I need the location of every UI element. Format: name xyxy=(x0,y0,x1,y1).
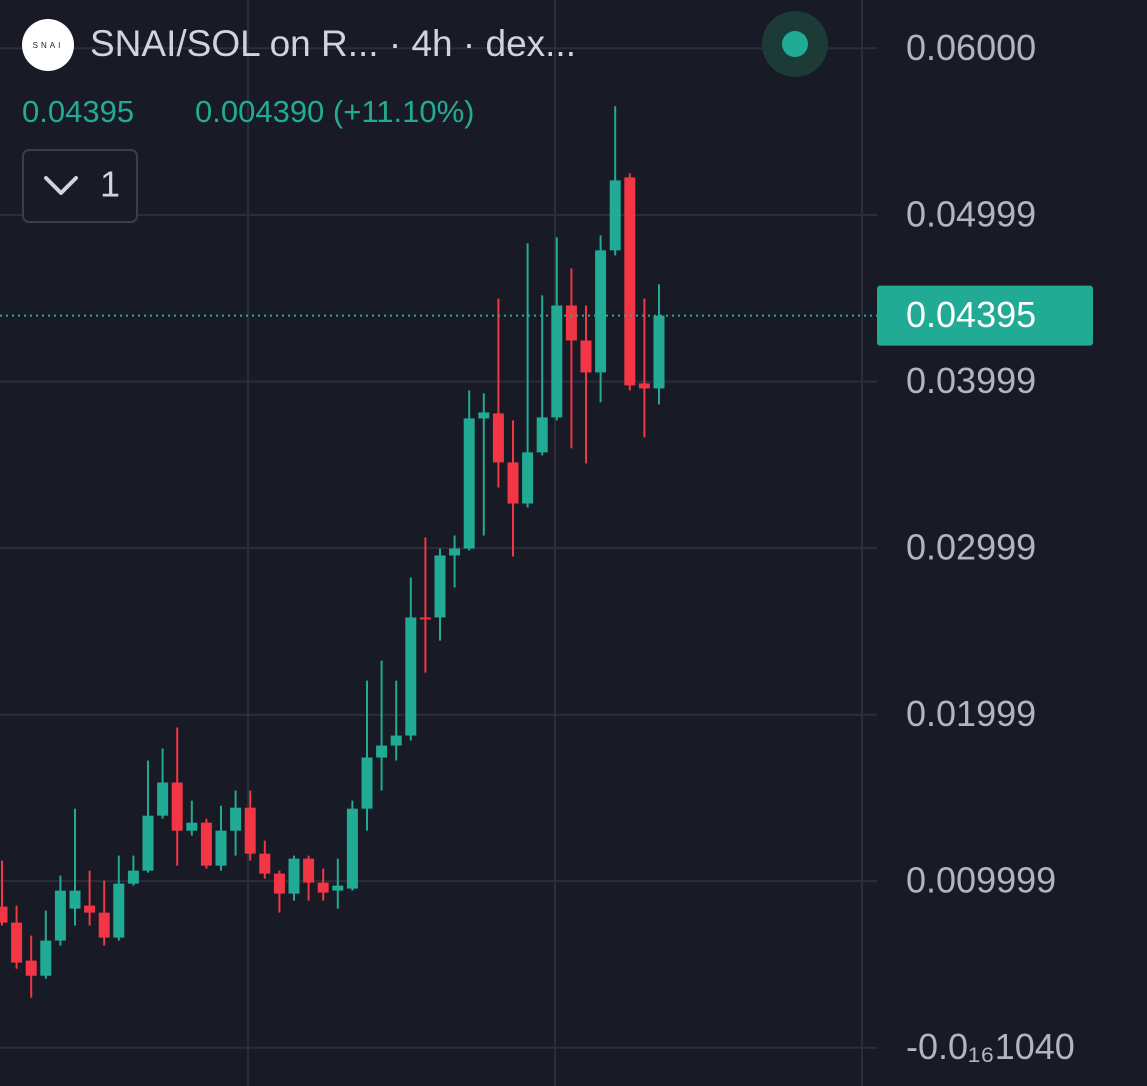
candle-body xyxy=(580,340,592,373)
candle-body xyxy=(624,177,636,386)
candle-body xyxy=(273,873,285,894)
logo xyxy=(22,19,74,71)
chevron-icon xyxy=(44,176,78,195)
candle-body xyxy=(565,305,577,341)
candle-body xyxy=(492,413,504,463)
candle-body xyxy=(157,782,169,816)
candle-body xyxy=(346,808,358,889)
candle-body xyxy=(638,383,650,389)
indicator-count: 1 xyxy=(100,164,120,205)
last-price: 0.04395 xyxy=(22,94,134,129)
candle-body xyxy=(84,905,96,913)
y-tick-label: 0.01999 xyxy=(906,693,1036,734)
candle-body xyxy=(536,417,548,453)
vertical-grid xyxy=(247,0,863,1086)
symbol-title: SNAI/SOL on R... · 4h · dex... xyxy=(90,23,576,64)
candle-body xyxy=(405,617,417,736)
candle-body xyxy=(25,960,37,976)
logo-text: SNAI xyxy=(33,41,64,50)
candle-body xyxy=(142,815,154,871)
current-price-tag xyxy=(877,285,1093,346)
current-price-label: 0.04395 xyxy=(906,294,1036,335)
candle-body xyxy=(69,890,81,909)
candle-body xyxy=(127,870,139,884)
candle-body xyxy=(317,882,329,893)
candle-body xyxy=(11,922,23,963)
y-tick-label: 0.06000 xyxy=(906,27,1036,68)
price-axis: 0.06000 0.04999 0.03999 0.02999 0.01999 0.009… xyxy=(906,27,1075,1067)
candle-body xyxy=(303,858,315,883)
candle-body xyxy=(522,452,534,504)
candle-body xyxy=(653,315,665,389)
candle-body xyxy=(288,858,300,894)
status-dot xyxy=(782,31,808,57)
candle-body xyxy=(595,250,607,373)
candle-body xyxy=(463,418,475,549)
candle-body xyxy=(54,890,66,941)
candle-body xyxy=(230,807,242,831)
candle-body xyxy=(434,555,446,618)
grid xyxy=(0,47,877,1049)
candle-body xyxy=(332,885,344,891)
candles xyxy=(0,106,665,998)
candle-body xyxy=(609,180,621,251)
candle-body xyxy=(478,412,490,419)
candle-body xyxy=(419,617,431,620)
y-tick-label: 0.009999 xyxy=(906,860,1056,901)
candle-body xyxy=(171,782,183,831)
indicator-button[interactable] xyxy=(22,149,138,223)
candle-body xyxy=(390,735,402,746)
candle-body xyxy=(215,830,227,866)
candle-body xyxy=(259,853,271,874)
candle-body xyxy=(449,548,461,556)
indicator-toggle[interactable]: 1 xyxy=(22,149,138,223)
candle-body xyxy=(551,305,563,418)
candle-body xyxy=(0,906,8,923)
y-tick-label: 0.04999 xyxy=(906,194,1036,235)
header: SNAI SNAI/SOL on R... · 4h · dex... 0.04… xyxy=(22,11,828,223)
y-tick-label: -0.0₁₆1040 xyxy=(906,1026,1075,1067)
price-change: 0.004390 (+11.10%) xyxy=(195,94,475,129)
candle-body xyxy=(113,883,125,938)
candle-body xyxy=(376,745,388,758)
candle-body xyxy=(244,807,256,854)
candle-body xyxy=(361,757,373,809)
overlay: 0.04395 xyxy=(0,285,1093,346)
y-tick-label: 0.03999 xyxy=(906,360,1036,401)
y-tick-label: 0.02999 xyxy=(906,527,1036,568)
candle-body xyxy=(40,940,52,976)
candle-body xyxy=(200,822,212,866)
candle-body xyxy=(186,822,198,831)
candle-body xyxy=(98,912,110,938)
candle-body xyxy=(507,462,519,504)
